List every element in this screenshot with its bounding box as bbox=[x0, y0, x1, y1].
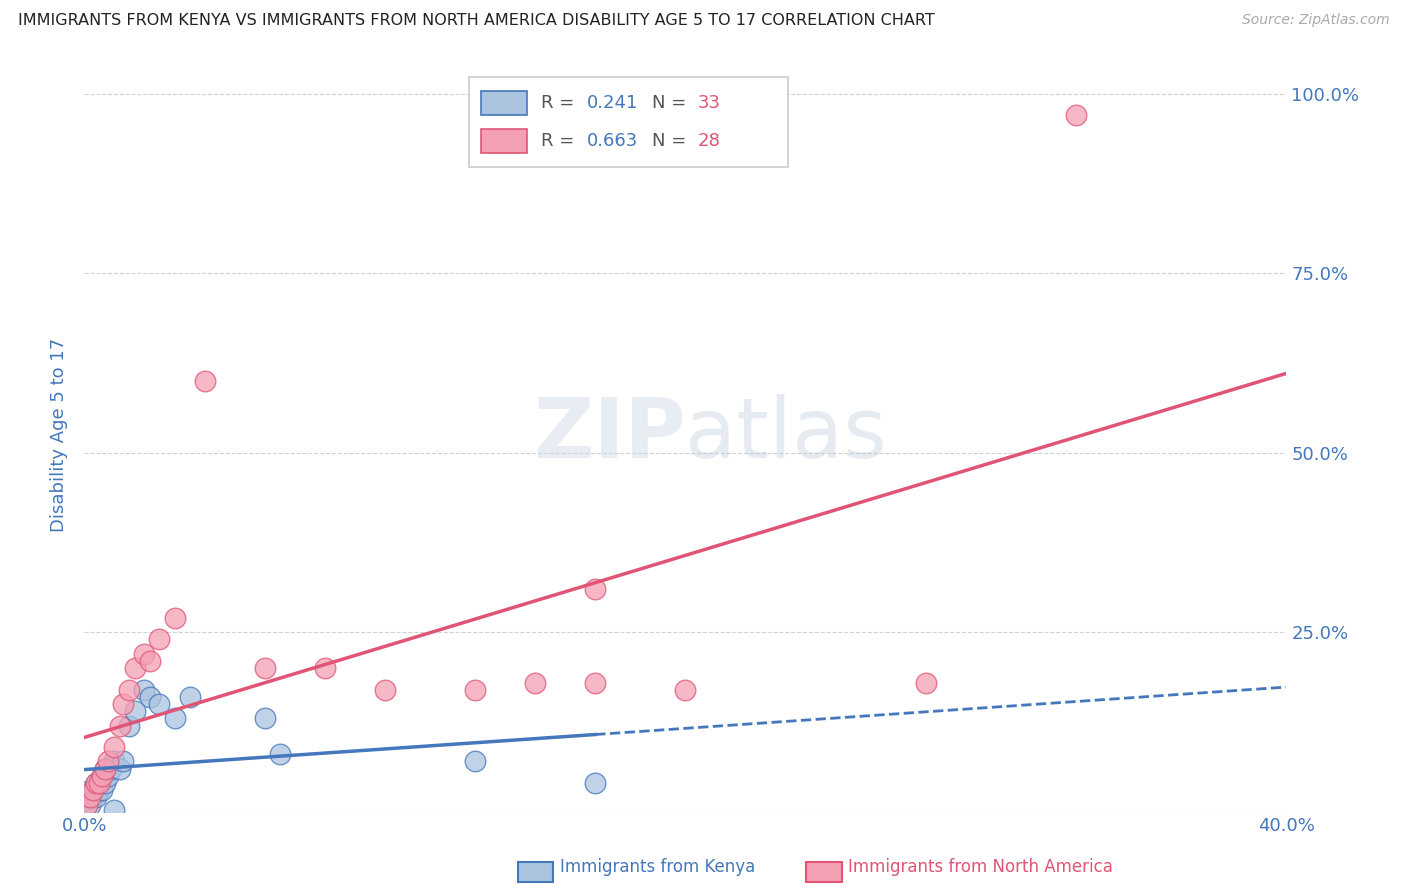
Point bbox=[76, 790, 98, 805]
Point bbox=[82, 783, 104, 797]
Point bbox=[79, 790, 101, 805]
Point bbox=[253, 661, 276, 675]
Point bbox=[100, 762, 122, 776]
Point bbox=[524, 675, 547, 690]
Point bbox=[112, 697, 135, 711]
Point bbox=[583, 776, 606, 790]
Text: 0.663: 0.663 bbox=[586, 132, 638, 150]
Text: IMMIGRANTS FROM KENYA VS IMMIGRANTS FROM NORTH AMERICA DISABILITY AGE 5 TO 17 CO: IMMIGRANTS FROM KENYA VS IMMIGRANTS FROM… bbox=[18, 13, 935, 29]
Point bbox=[583, 675, 606, 690]
Point bbox=[89, 776, 111, 790]
Point bbox=[163, 711, 186, 725]
Point bbox=[112, 755, 135, 769]
Text: Immigrants from North America: Immigrants from North America bbox=[848, 858, 1112, 876]
Point bbox=[253, 711, 276, 725]
Point bbox=[79, 783, 101, 797]
Point bbox=[139, 690, 162, 704]
Point bbox=[915, 675, 938, 690]
Point bbox=[179, 690, 201, 704]
Point bbox=[76, 797, 98, 812]
Point bbox=[103, 803, 125, 817]
Point bbox=[675, 682, 697, 697]
Point bbox=[91, 783, 114, 797]
Text: N =: N = bbox=[652, 95, 692, 112]
Text: R =: R = bbox=[541, 132, 581, 150]
Point bbox=[86, 790, 108, 805]
Point bbox=[269, 747, 291, 762]
Point bbox=[79, 797, 101, 812]
Point bbox=[110, 762, 132, 776]
Point bbox=[134, 647, 156, 661]
Point bbox=[91, 769, 114, 783]
Text: R =: R = bbox=[541, 95, 581, 112]
Text: 0.241: 0.241 bbox=[586, 95, 638, 112]
Point bbox=[110, 718, 132, 732]
Point bbox=[82, 790, 104, 805]
Point bbox=[118, 718, 141, 732]
FancyBboxPatch shape bbox=[481, 128, 527, 153]
Text: Immigrants from Kenya: Immigrants from Kenya bbox=[560, 858, 755, 876]
Point bbox=[374, 682, 396, 697]
Point bbox=[79, 790, 101, 805]
Point bbox=[86, 776, 108, 790]
Point bbox=[89, 776, 111, 790]
Text: N =: N = bbox=[652, 132, 692, 150]
FancyBboxPatch shape bbox=[470, 77, 787, 168]
Point bbox=[91, 769, 114, 783]
Point bbox=[118, 682, 141, 697]
Point bbox=[464, 682, 486, 697]
Point bbox=[86, 776, 108, 790]
FancyBboxPatch shape bbox=[806, 863, 842, 882]
Point bbox=[103, 740, 125, 755]
Point bbox=[97, 769, 120, 783]
Point bbox=[124, 661, 146, 675]
Point bbox=[76, 797, 98, 812]
Text: atlas: atlas bbox=[686, 394, 887, 475]
Point bbox=[1064, 108, 1087, 122]
Point bbox=[134, 682, 156, 697]
Point bbox=[94, 776, 117, 790]
Y-axis label: Disability Age 5 to 17: Disability Age 5 to 17 bbox=[51, 338, 69, 532]
Text: 28: 28 bbox=[697, 132, 720, 150]
Point bbox=[163, 611, 186, 625]
Point bbox=[464, 755, 486, 769]
Point bbox=[124, 704, 146, 718]
Point bbox=[97, 755, 120, 769]
Point bbox=[103, 755, 125, 769]
Point bbox=[94, 762, 117, 776]
FancyBboxPatch shape bbox=[517, 863, 554, 882]
Point bbox=[82, 783, 104, 797]
Point bbox=[89, 783, 111, 797]
FancyBboxPatch shape bbox=[481, 91, 527, 115]
Point bbox=[583, 582, 606, 597]
Text: 33: 33 bbox=[697, 95, 720, 112]
Point bbox=[314, 661, 336, 675]
Point bbox=[148, 632, 170, 647]
Point bbox=[148, 697, 170, 711]
Text: ZIP: ZIP bbox=[533, 394, 686, 475]
Point bbox=[139, 654, 162, 668]
Point bbox=[94, 762, 117, 776]
Text: Source: ZipAtlas.com: Source: ZipAtlas.com bbox=[1241, 13, 1389, 28]
Point bbox=[86, 783, 108, 797]
Point bbox=[194, 374, 217, 388]
